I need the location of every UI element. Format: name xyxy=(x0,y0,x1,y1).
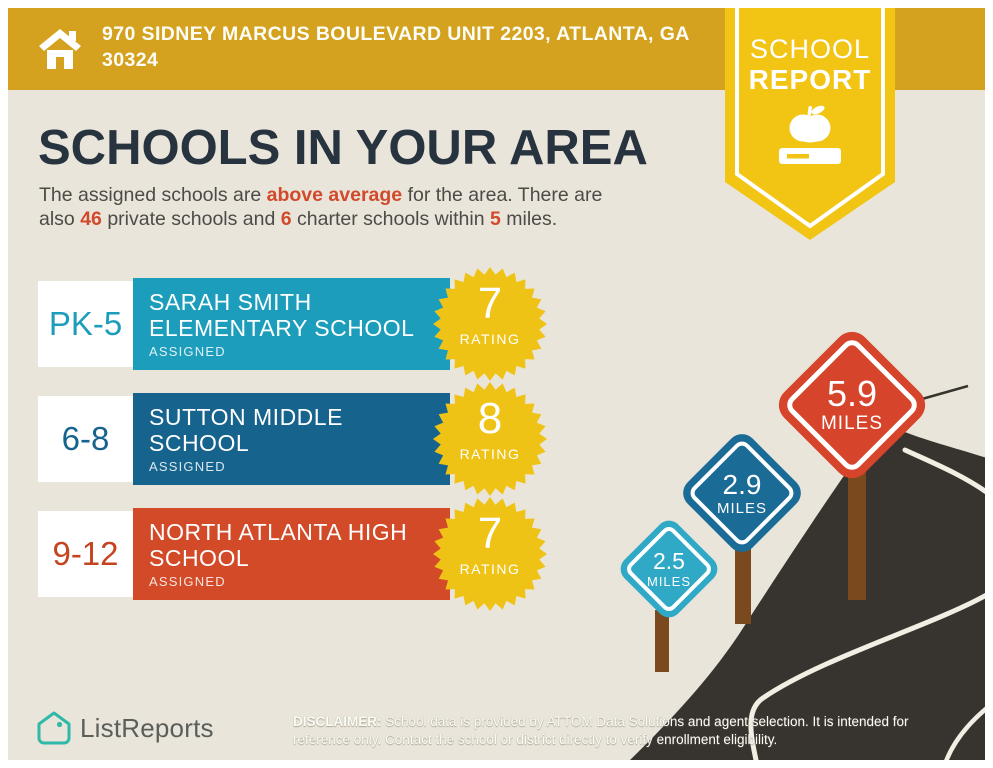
assigned-label: ASSIGNED xyxy=(149,344,226,359)
road-graphic xyxy=(630,384,985,760)
road-edge-line xyxy=(944,706,985,760)
rating-value: 7 xyxy=(477,279,503,328)
intro-text: The assigned schools are above average f… xyxy=(39,184,603,230)
grade-range: 6-8 xyxy=(38,396,133,482)
home-icon xyxy=(39,29,81,69)
badge-line1: SCHOOL xyxy=(749,34,871,64)
school-name: NORTH ATLANTA HIGH SCHOOL xyxy=(149,519,408,571)
road-center-line xyxy=(748,447,985,760)
school-row-high: 9-12 NORTH ATLANTA HIGH SCHOOL ASSIGNED … xyxy=(38,497,578,611)
starburst-icon xyxy=(433,267,547,381)
infographic-canvas: 970 SIDNEY MARCUS BOULEVARD UNIT 2203, A… xyxy=(8,8,985,760)
starburst-icon xyxy=(433,497,547,611)
sign-label: 2.5 MILES xyxy=(631,531,707,607)
disclaimer-body: School data is provided by ATTOM Data So… xyxy=(293,714,909,747)
school-report-badge: SCHOOL REPORT xyxy=(725,8,895,240)
property-address: 970 SIDNEY MARCUS BOULEVARD UNIT 2203, A… xyxy=(102,23,690,71)
distance-unit: MILES xyxy=(716,499,767,517)
rating-badge: 8 RATING xyxy=(433,382,547,496)
badge-line2: REPORT xyxy=(748,64,872,95)
grade-range: PK-5 xyxy=(38,281,133,367)
school-name: SUTTON MIDDLE SCHOOL xyxy=(149,404,343,456)
rating-badge: 7 RATING xyxy=(433,497,547,611)
school-bar: SARAH SMITH ELEMENTARY SCHOOL ASSIGNED xyxy=(133,278,450,370)
sign-post xyxy=(655,610,669,672)
school-name: SARAH SMITH ELEMENTARY SCHOOL xyxy=(149,289,415,341)
rating-value: 7 xyxy=(477,509,503,558)
rating-value: 8 xyxy=(477,394,503,443)
distance-value: 2.5 xyxy=(653,548,685,574)
page-title: SCHOOLS IN YOUR AREA xyxy=(38,121,648,175)
listreports-logo: ListReports xyxy=(36,708,214,748)
rating-label: RATING xyxy=(459,331,521,347)
grade-range: 9-12 xyxy=(38,511,133,597)
school-bar: SUTTON MIDDLE SCHOOL ASSIGNED xyxy=(133,393,450,485)
rating-label: RATING xyxy=(459,446,521,462)
sign-label: 2.9 MILES xyxy=(696,447,788,539)
distance-value: 2.9 xyxy=(722,468,762,500)
school-row-middle: 6-8 SUTTON MIDDLE SCHOOL ASSIGNED 8 RATI… xyxy=(38,382,578,496)
rating-badge: 7 RATING xyxy=(433,267,547,381)
disclaimer-text: DISCLAIMER: School data is provided by A… xyxy=(293,713,933,748)
distance-value: 5.9 xyxy=(826,373,878,414)
apple-book-icon xyxy=(779,105,841,164)
brand-name: ListReports xyxy=(80,712,214,743)
disclaimer-label: DISCLAIMER: xyxy=(293,714,382,729)
rating-label: RATING xyxy=(459,561,521,577)
distance-sign-high: 5.9 MILES xyxy=(771,324,933,486)
school-row-elementary: PK-5 SARAH SMITH ELEMENTARY SCHOOL ASSIG… xyxy=(38,267,578,381)
sign-label: 5.9 MILES xyxy=(795,348,909,462)
assigned-label: ASSIGNED xyxy=(149,574,226,589)
assigned-label: ASSIGNED xyxy=(149,459,226,474)
distance-unit: MILES xyxy=(820,413,884,434)
distance-sign-middle: 2.9 MILES xyxy=(676,427,808,559)
school-bar: NORTH ATLANTA HIGH SCHOOL ASSIGNED xyxy=(133,508,450,600)
distance-unit: MILES xyxy=(646,574,691,589)
starburst-icon xyxy=(433,382,547,496)
road-surface xyxy=(630,430,985,760)
sign-post xyxy=(735,548,751,624)
listreports-house-icon xyxy=(37,711,71,745)
sign-post xyxy=(848,468,866,600)
